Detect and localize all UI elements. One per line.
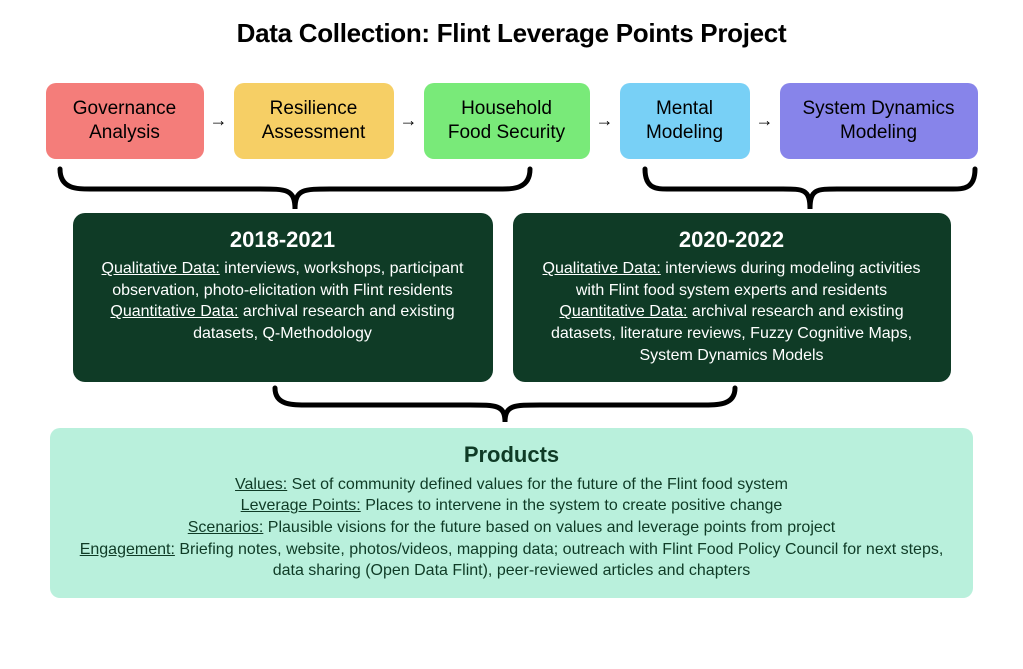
data-boxes-row: 2018-2021Qualitative Data: interviews, w…: [0, 213, 1023, 383]
data-text: Qualitative Data: interviews during mode…: [531, 258, 933, 366]
arrow-icon: →: [394, 110, 424, 131]
product-line: Leverage Points: Places to intervene in …: [74, 495, 949, 517]
bottom-brace-row: [0, 382, 1023, 428]
data-box: 2018-2021Qualitative Data: interviews, w…: [73, 213, 493, 383]
arrow-icon: →: [204, 110, 234, 131]
brace-top-right: [640, 163, 980, 215]
stage-box: GovernanceAnalysis: [46, 83, 204, 159]
stages-row: GovernanceAnalysis→ResilienceAssessment→…: [0, 83, 1023, 159]
products-box: Products Values: Set of community define…: [50, 428, 973, 598]
page-title: Data Collection: Flint Leverage Points P…: [0, 0, 1023, 49]
brace-top-left: [55, 163, 535, 215]
product-line: Engagement: Briefing notes, website, pho…: [74, 539, 949, 582]
product-line: Scenarios: Plausible visions for the fut…: [74, 517, 949, 539]
product-line: Values: Set of community defined values …: [74, 474, 949, 496]
stage-box: ResilienceAssessment: [234, 83, 394, 159]
data-box: 2020-2022Qualitative Data: interviews du…: [513, 213, 951, 383]
data-period: 2018-2021: [91, 225, 475, 255]
brace-bottom: [270, 382, 740, 428]
arrow-icon: →: [590, 110, 620, 131]
stage-box: MentalModeling: [620, 83, 750, 159]
stage-box: System DynamicsModeling: [780, 83, 978, 159]
stage-box: HouseholdFood Security: [424, 83, 590, 159]
arrow-icon: →: [750, 110, 780, 131]
data-period: 2020-2022: [531, 225, 933, 255]
products-items: Values: Set of community defined values …: [74, 474, 949, 582]
data-text: Qualitative Data: interviews, workshops,…: [91, 258, 475, 344]
products-title: Products: [74, 440, 949, 470]
top-braces-row: [0, 163, 1023, 215]
